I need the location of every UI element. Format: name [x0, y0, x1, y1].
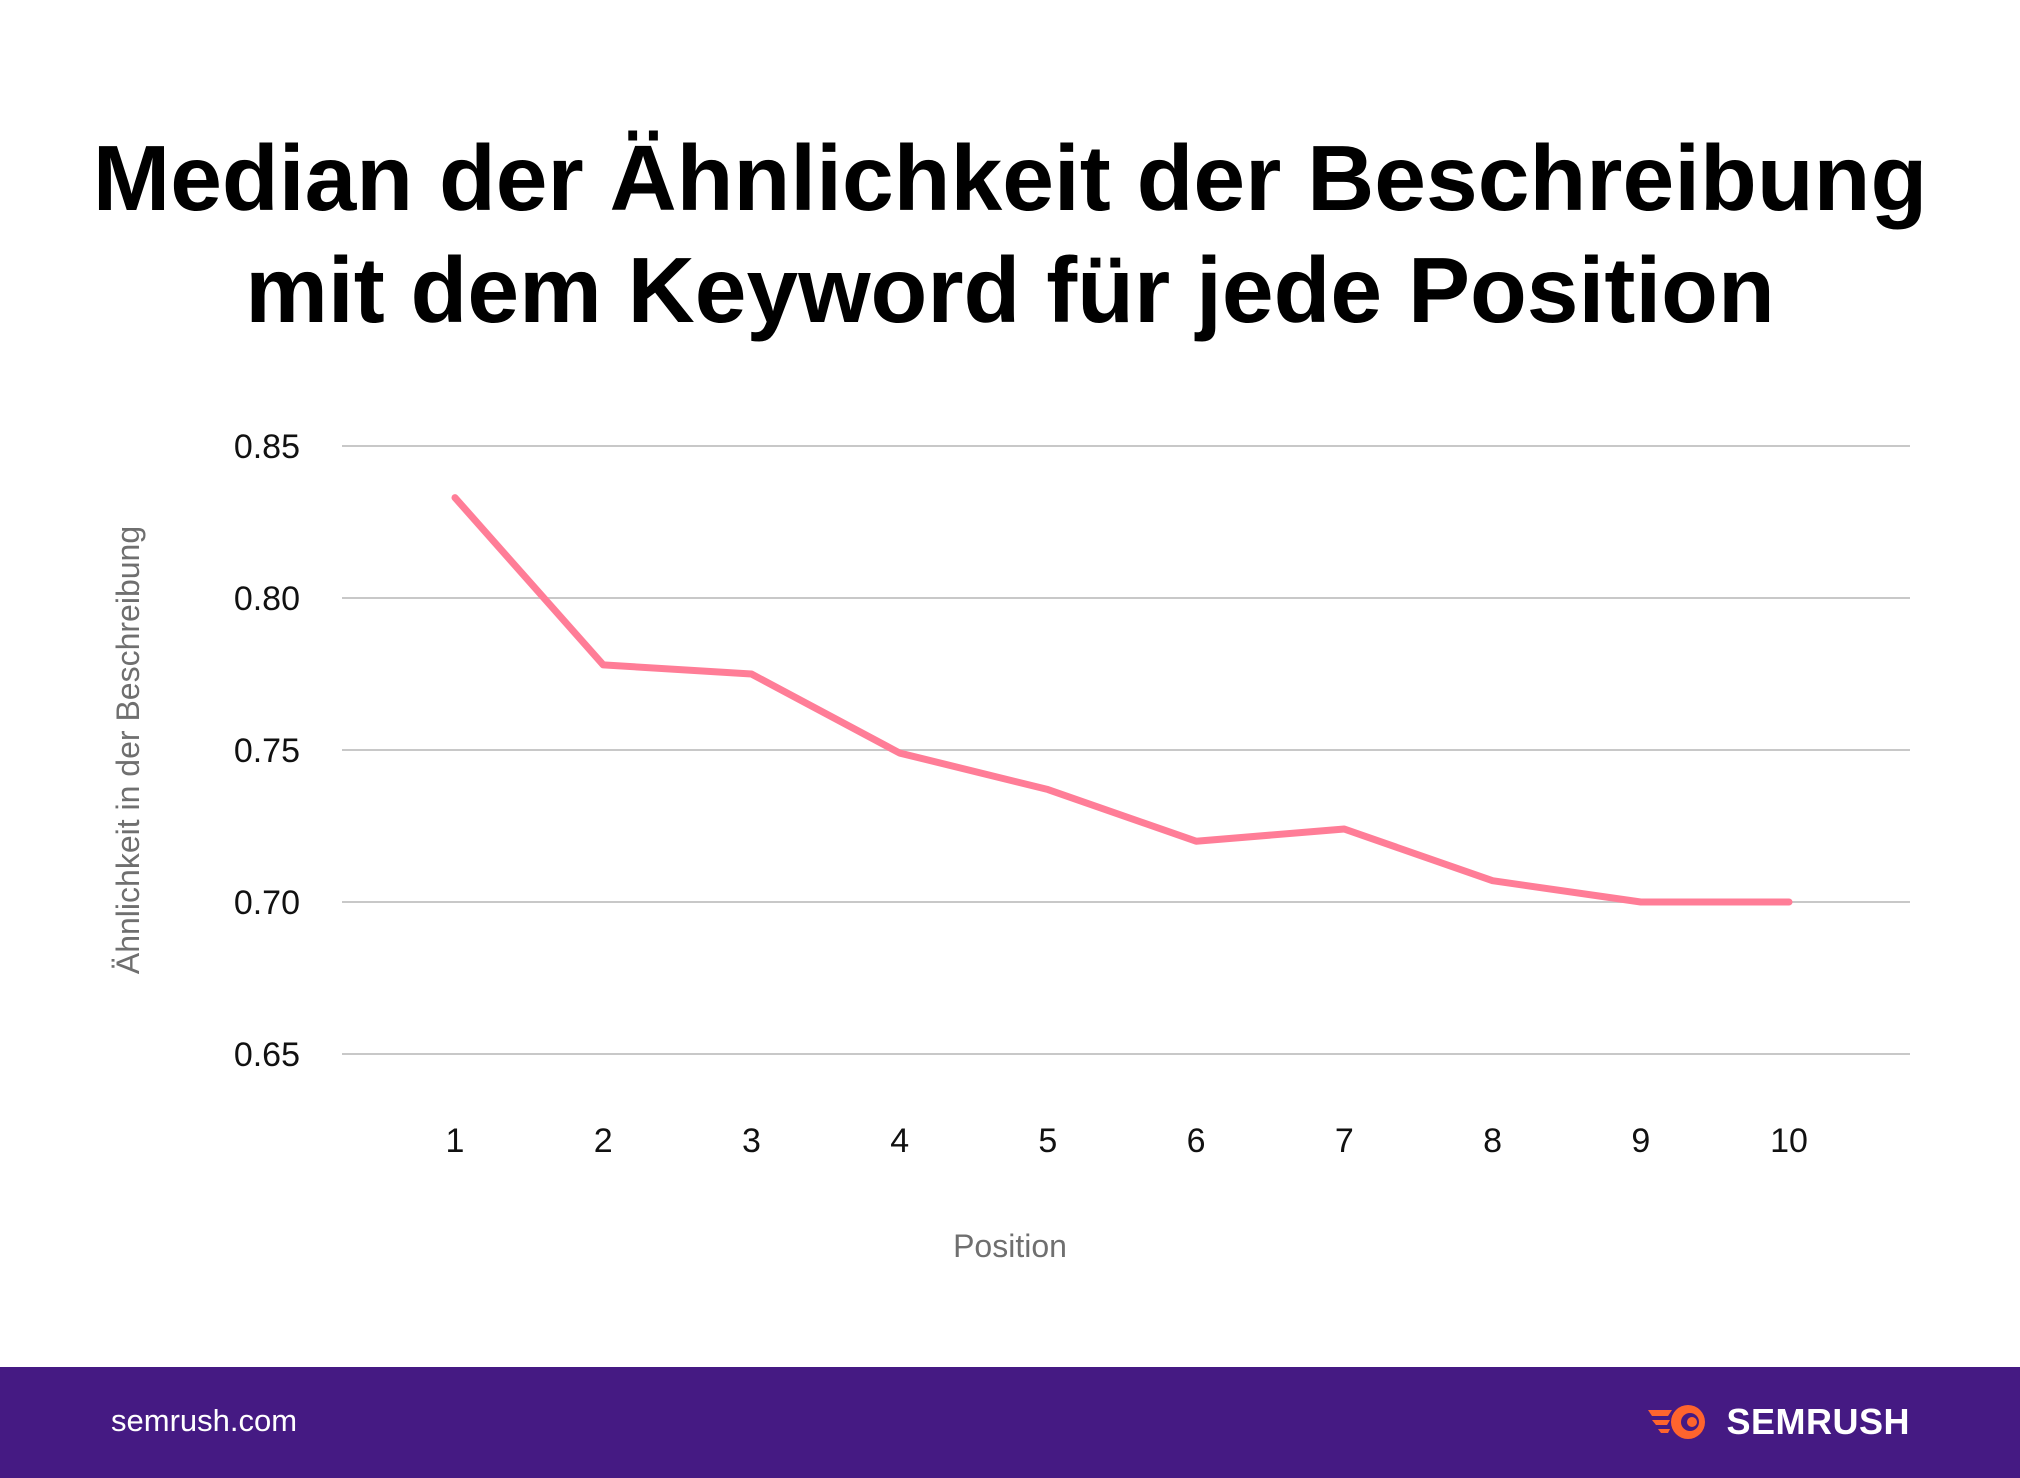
chart-title: Median der Ähnlichkeit der Beschreibung … — [0, 122, 2020, 346]
y-tick-label: 0.75 — [234, 732, 300, 770]
x-tick-label: 4 — [890, 1122, 909, 1160]
semrush-fire-icon — [1648, 1405, 1706, 1439]
x-tick-label: 7 — [1335, 1122, 1354, 1160]
y-axis-label: Ähnlichkeit in der Beschreibung — [110, 526, 146, 974]
x-tick-label: 9 — [1631, 1122, 1650, 1160]
x-tick-label: 1 — [446, 1122, 465, 1160]
brand-name: SEMRUSH — [1726, 1401, 1910, 1442]
brand-logo: SEMRUSH — [1646, 1397, 1910, 1447]
y-tick-label: 0.70 — [234, 884, 300, 922]
x-tick-labels: 1 2 3 4 5 6 7 8 9 10 — [446, 1122, 1808, 1160]
x-tick-label: 2 — [594, 1122, 613, 1160]
chart-title-line-1: Median der Ähnlichkeit der Beschreibung — [92, 126, 1928, 230]
gridlines — [342, 445, 1910, 1055]
series-lines — [451, 494, 1793, 906]
x-tick-label: 3 — [742, 1122, 761, 1160]
footer-url[interactable]: semrush.com — [111, 1403, 298, 1438]
chart-title-line-2: mit dem Keyword für jede Position — [245, 238, 1775, 342]
series-line — [451, 494, 1793, 906]
y-tick-label: 0.85 — [234, 428, 300, 466]
y-tick-labels: 0.85 0.80 0.75 0.70 0.65 — [234, 428, 300, 1074]
x-tick-label: 8 — [1483, 1122, 1502, 1160]
x-tick-label: 5 — [1038, 1122, 1057, 1160]
y-tick-label: 0.80 — [234, 580, 300, 618]
x-tick-label: 6 — [1187, 1122, 1206, 1160]
x-tick-label: 10 — [1770, 1122, 1808, 1160]
footer-bar: semrush.com SEMRUSH — [0, 1367, 2020, 1478]
y-tick-label: 0.65 — [234, 1036, 300, 1074]
line-chart: 0.85 0.80 0.75 0.70 0.65 1 2 3 4 5 6 7 8 9 10 Ähnlich… — [110, 428, 1910, 1264]
x-axis-label: Position — [953, 1228, 1067, 1264]
